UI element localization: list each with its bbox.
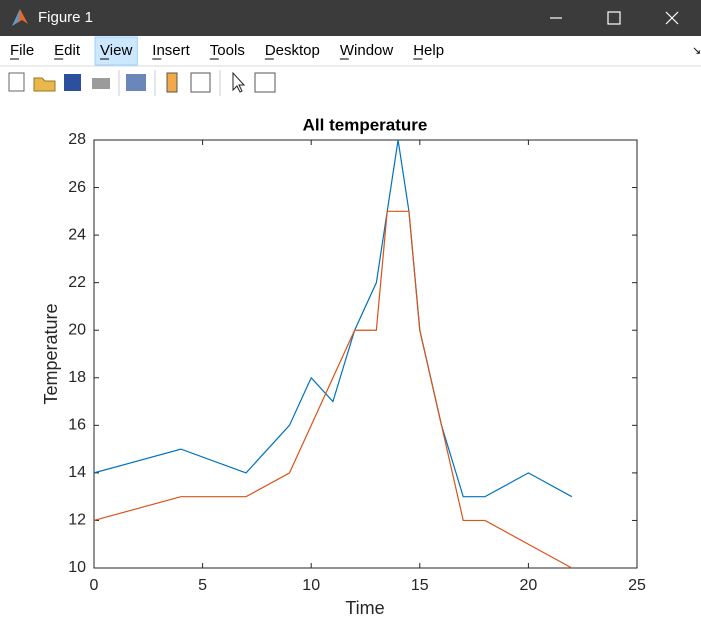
link-icon[interactable] <box>126 74 146 91</box>
y-tick-label: 24 <box>68 226 86 243</box>
menu-item[interactable]: Desktop <box>265 42 320 59</box>
x-tick-label: 0 <box>90 577 99 594</box>
menu-item[interactable]: View <box>100 42 132 59</box>
menu-item[interactable]: Window <box>340 42 394 59</box>
menu-dock-arrow[interactable]: ↘ <box>692 45 701 57</box>
menu-item[interactable]: Edit <box>54 42 81 59</box>
legend-icon[interactable] <box>190 72 211 93</box>
x-tick-label: 10 <box>302 577 320 594</box>
plot-area <box>93 139 638 569</box>
colorbar-icon[interactable] <box>166 72 178 93</box>
line-series <box>93 210 573 569</box>
y-tick-label: 12 <box>68 512 86 529</box>
y-axis-label: Temperature <box>41 303 61 404</box>
y-tick-label: 14 <box>68 464 86 481</box>
menu-item[interactable]: Help <box>413 42 444 59</box>
menu-item[interactable]: File <box>10 42 34 59</box>
menu-item[interactable]: Tools <box>210 42 245 59</box>
x-tick-label: 20 <box>520 577 538 594</box>
window-controls[interactable] <box>550 11 679 25</box>
pointer-icon[interactable] <box>232 71 246 93</box>
window-title: Figure 1 <box>38 9 93 26</box>
x-tick-label: 15 <box>411 577 429 594</box>
y-tick-label: 20 <box>68 321 86 338</box>
print-icon[interactable] <box>92 78 110 89</box>
maximize-button[interactable] <box>607 11 621 25</box>
x-tick-label: 5 <box>198 577 207 594</box>
y-tick-label: 28 <box>68 131 86 148</box>
close-button[interactable] <box>665 11 679 25</box>
app-icon <box>12 9 28 26</box>
menu-highlight <box>94 36 138 66</box>
y-tick-label: 16 <box>68 417 86 434</box>
y-tick-label: 26 <box>68 179 86 196</box>
x-tick-label: 25 <box>628 577 646 594</box>
property-icon[interactable] <box>254 72 276 93</box>
y-tick-label: 10 <box>68 559 86 576</box>
chart-title: All temperature <box>303 115 428 134</box>
open-icon[interactable] <box>33 77 56 92</box>
y-tick-label: 22 <box>68 274 86 291</box>
title-bar <box>0 0 701 36</box>
y-tick-label: 18 <box>68 369 86 386</box>
new-icon[interactable] <box>8 72 25 92</box>
x-axis-label: Time <box>345 598 384 618</box>
save-icon[interactable] <box>64 74 81 91</box>
menu-item[interactable]: Insert <box>152 42 190 59</box>
toolbar <box>8 70 276 96</box>
menu-items: File Edit View Insert Tools Desktop Window Help <box>10 36 444 66</box>
